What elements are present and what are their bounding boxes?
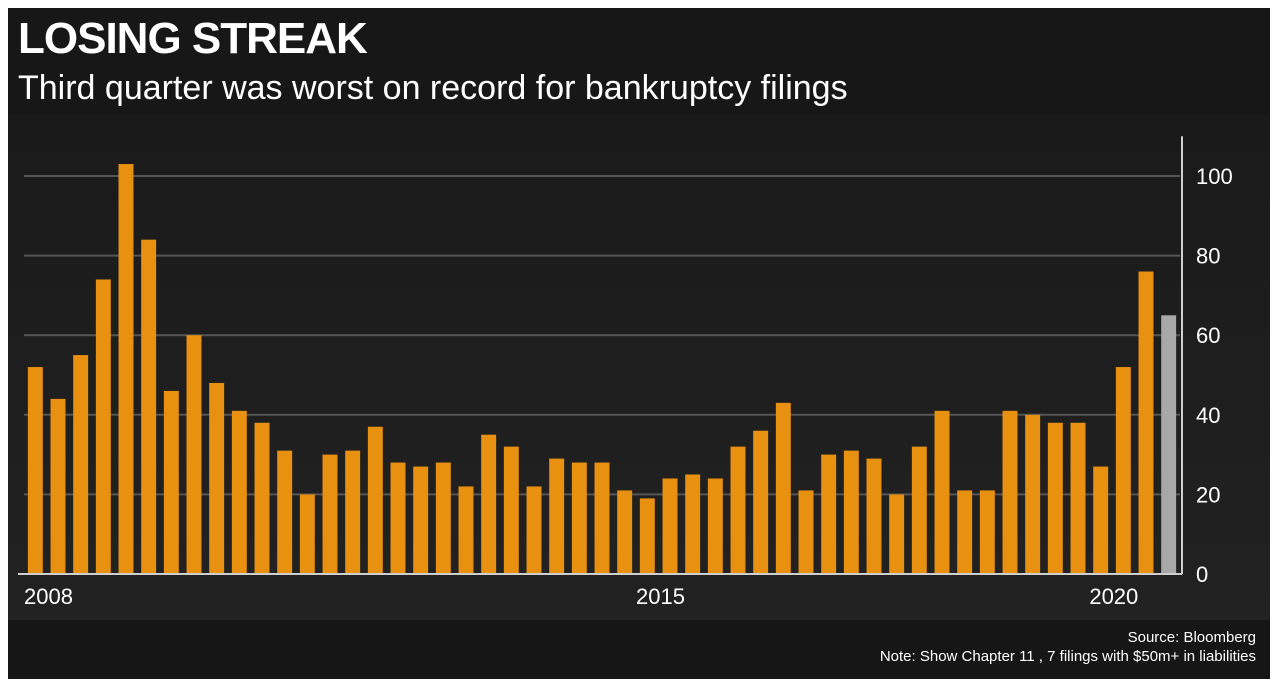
source-note: Source: Bloomberg [1127,629,1256,646]
bar [118,164,134,574]
bar [775,402,791,574]
bar [163,390,179,574]
bar [254,422,270,574]
bar [209,382,225,574]
y-tick-label: 100 [1196,164,1233,189]
footer-notes: Source: Bloomberg Note: Show Chapter 11 … [880,628,1256,666]
methodology-note: Note: Show Chapter 11 , 7 filings with $… [879,648,1256,665]
bar [50,398,66,574]
bar [1025,414,1041,574]
bar-chart: 0 20 40 60 80 100 2008 2015 2020 [18,136,1233,609]
y-tick-label: 40 [1196,403,1220,428]
bar [843,450,859,574]
bar [662,478,678,574]
bar [1138,271,1154,574]
bar [413,466,429,574]
bar [186,335,202,574]
bar [141,239,157,574]
x-tick-label: 2020 [1089,584,1138,609]
bar [957,490,973,574]
bar [730,446,746,574]
bar [549,458,565,574]
bar [1070,422,1086,574]
chart-title: LOSING STREAK [18,14,368,63]
bar [1002,410,1018,574]
bar [798,490,814,574]
y-tick-label: 20 [1196,482,1220,507]
bar [889,494,905,574]
bar [571,462,587,574]
bar [911,446,927,574]
bar [95,279,111,574]
bar [27,367,43,574]
bar [231,410,247,574]
bar [526,486,542,574]
y-tick-label: 60 [1196,323,1220,348]
bar [458,486,474,574]
bar [322,454,338,574]
bar [594,462,610,574]
bar [390,462,406,574]
bar [299,494,315,574]
bar [617,490,633,574]
bar [979,490,995,574]
x-tick-label: 2008 [24,584,73,609]
x-tick-label: 2015 [636,584,685,609]
bar [503,446,519,574]
footer-strip [8,620,1270,679]
bar [685,474,701,574]
bar [707,478,723,574]
bar [1047,422,1063,574]
bar [481,434,497,574]
chart-subtitle: Third quarter was worst on record for ba… [18,69,848,107]
bar [821,454,837,574]
bar [73,355,89,574]
bar [1161,315,1177,574]
chart-card: LOSING STREAK Third quarter was worst on… [8,8,1270,679]
bar [934,410,950,574]
bar [866,458,882,574]
y-tick-label: 80 [1196,244,1220,269]
bar [753,430,769,574]
bar [1093,466,1109,574]
bar [1115,367,1131,574]
y-tick-label: 0 [1196,562,1208,587]
bar [345,450,361,574]
bar [435,462,451,574]
bar [277,450,293,574]
bar [367,426,383,574]
bar [639,498,655,574]
